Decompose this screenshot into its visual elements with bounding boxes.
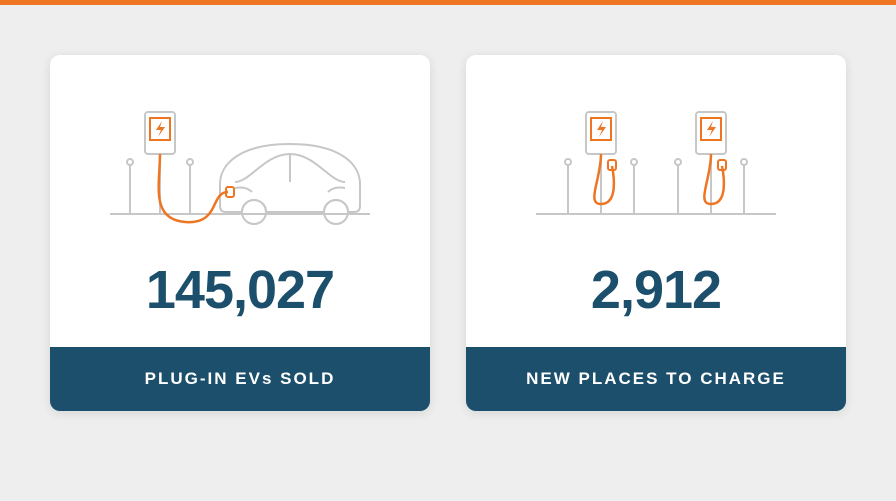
two-charging-stations-icon — [506, 84, 806, 234]
illustration-ev-charging — [50, 55, 430, 245]
infographic-canvas: 145,027 PLUG-IN EVs SOLD — [0, 5, 896, 411]
stat-value-evs-sold: 145,027 — [50, 245, 430, 347]
stat-card-places-to-charge: 2,912 NEW PLACES TO CHARGE — [466, 55, 846, 411]
ev-car-charging-icon — [90, 84, 390, 234]
stat-value-places-to-charge: 2,912 — [466, 245, 846, 347]
stat-card-evs-sold: 145,027 PLUG-IN EVs SOLD — [50, 55, 430, 411]
stat-label-places-to-charge: NEW PLACES TO CHARGE — [466, 347, 846, 411]
stat-label-evs-sold: PLUG-IN EVs SOLD — [50, 347, 430, 411]
illustration-charging-stations — [466, 55, 846, 245]
